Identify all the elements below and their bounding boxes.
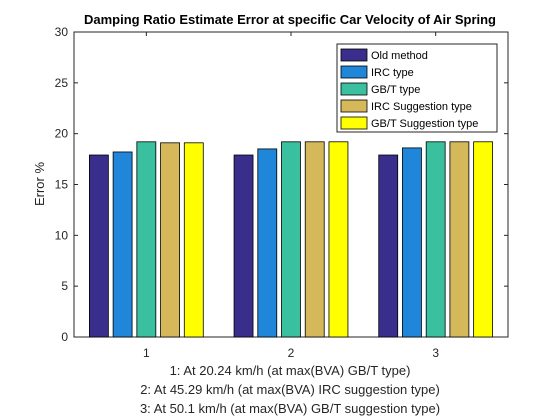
bar-1-2 bbox=[233, 154, 254, 338]
bar-1-3 bbox=[378, 154, 399, 338]
bar-5-2 bbox=[328, 141, 349, 338]
legend-swatch bbox=[340, 116, 368, 130]
legend-swatch bbox=[340, 99, 368, 113]
bar-4-3 bbox=[449, 141, 470, 338]
bar-3-1 bbox=[136, 141, 157, 338]
y-tick-label: 5 bbox=[61, 279, 68, 293]
x-tick-label: 1 bbox=[143, 346, 150, 360]
bar-5-1 bbox=[183, 142, 204, 338]
bar-4-1 bbox=[160, 142, 180, 338]
bar-4-2 bbox=[304, 141, 325, 338]
legend-label: Old method bbox=[371, 50, 428, 62]
y-tick-label: 30 bbox=[55, 25, 69, 39]
legend-label: GB/T Suggestion type bbox=[371, 118, 478, 130]
y-tick-label: 25 bbox=[55, 76, 69, 90]
legend-label: GB/T type bbox=[371, 84, 420, 96]
legend-swatch bbox=[340, 48, 368, 62]
bar-2-1 bbox=[112, 151, 133, 338]
bar-1-1 bbox=[88, 154, 109, 338]
x-tick-label: 3 bbox=[432, 346, 439, 360]
bars bbox=[88, 141, 494, 338]
legend-swatch bbox=[340, 65, 368, 79]
legend: Old method IRC type GB/T type IRC Suggestio… bbox=[336, 43, 498, 133]
x-caption-line-1: 1: At 20.24 km/h (at max(BVA) GB/T type) bbox=[170, 363, 411, 378]
y-axis-label: Error % bbox=[32, 162, 47, 207]
y-tick-label: 15 bbox=[55, 178, 69, 192]
bar-5-3 bbox=[473, 141, 494, 338]
x-tick-label: 2 bbox=[288, 346, 295, 360]
legend-label: IRC type bbox=[371, 67, 414, 79]
bar-3-3 bbox=[425, 141, 446, 338]
legend-swatch bbox=[340, 82, 368, 96]
bar-2-3 bbox=[402, 147, 422, 338]
y-tick-label: 0 bbox=[61, 330, 68, 344]
y-tick-label: 20 bbox=[55, 127, 69, 141]
x-caption-line-3: 3: At 50.1 km/h (at max(BVA) GB/T sugges… bbox=[140, 401, 440, 416]
bar-3-2 bbox=[281, 141, 301, 338]
legend-label: IRC Suggestion type bbox=[371, 101, 472, 113]
x-caption-line-2: 2: At 45.29 km/h (at max(BVA) IRC sugges… bbox=[140, 382, 440, 397]
chart-title: Damping Ratio Estimate Error at specific… bbox=[84, 12, 496, 27]
y-axis: 0 5 10 15 20 25 30 bbox=[55, 25, 508, 344]
y-tick-label: 10 bbox=[55, 228, 69, 242]
bar-2-2 bbox=[257, 148, 278, 338]
